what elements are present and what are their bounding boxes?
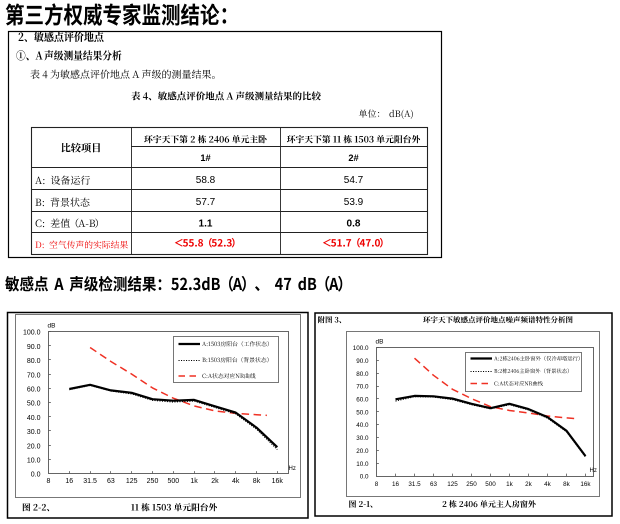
svg-text:90.0: 90.0	[27, 344, 41, 351]
svg-text:1.1: 1.1	[199, 219, 213, 230]
svg-text:100.0: 100.0	[353, 345, 369, 352]
svg-text:Hz: Hz	[590, 468, 597, 474]
svg-text:53.9: 53.9	[344, 197, 364, 208]
svg-text:57.7: 57.7	[196, 197, 216, 208]
svg-text:1k: 1k	[506, 481, 514, 488]
svg-text:8k: 8k	[563, 481, 571, 488]
svg-text:20.0: 20.0	[27, 443, 41, 450]
svg-text:40.0: 40.0	[27, 415, 41, 422]
svg-text:100.0: 100.0	[23, 330, 41, 337]
svg-text:31.5: 31.5	[408, 481, 421, 488]
svg-text:20.0: 20.0	[356, 448, 369, 455]
svg-text:dB: dB	[48, 322, 56, 329]
svg-text:250: 250	[147, 478, 159, 485]
svg-text:125: 125	[447, 481, 458, 488]
svg-text:4k: 4k	[232, 478, 240, 485]
svg-text:16k: 16k	[580, 481, 591, 488]
svg-text:50.0: 50.0	[27, 401, 41, 408]
svg-text:10.0: 10.0	[356, 461, 369, 468]
svg-text:0.0: 0.0	[31, 472, 41, 479]
svg-text:0.0: 0.0	[360, 474, 369, 481]
svg-text:8k: 8k	[253, 478, 261, 485]
svg-text:30.0: 30.0	[27, 429, 41, 436]
svg-text:31.5: 31.5	[83, 478, 97, 485]
svg-text:63: 63	[107, 478, 115, 485]
svg-text:4k: 4k	[544, 481, 552, 488]
svg-text:40.0: 40.0	[356, 422, 369, 429]
svg-text:54.7: 54.7	[344, 175, 364, 186]
svg-text:58.8: 58.8	[196, 175, 216, 186]
svg-text:250: 250	[466, 481, 477, 488]
svg-text:16k: 16k	[272, 478, 284, 485]
svg-text:16: 16	[392, 481, 400, 488]
svg-text:60.0: 60.0	[356, 397, 369, 404]
svg-text:63: 63	[430, 481, 438, 488]
svg-text:125: 125	[126, 478, 138, 485]
svg-text:2k: 2k	[211, 478, 219, 485]
svg-text:8: 8	[375, 481, 379, 488]
svg-text:0.8: 0.8	[347, 219, 361, 230]
svg-text:16: 16	[65, 478, 73, 485]
svg-text:Hz: Hz	[289, 466, 296, 472]
svg-text:30.0: 30.0	[356, 435, 369, 442]
svg-text:70.0: 70.0	[27, 372, 41, 379]
svg-text:1k: 1k	[190, 478, 198, 485]
svg-text:500: 500	[167, 478, 179, 485]
svg-text:2#: 2#	[348, 153, 359, 163]
svg-text:50.0: 50.0	[356, 409, 369, 416]
svg-text:500: 500	[485, 481, 496, 488]
svg-text:10.0: 10.0	[27, 458, 41, 465]
svg-text:8: 8	[47, 478, 51, 485]
svg-text:80.0: 80.0	[356, 371, 369, 378]
svg-text:1#: 1#	[200, 153, 211, 163]
svg-text:2k: 2k	[525, 481, 533, 488]
svg-text:60.0: 60.0	[27, 387, 41, 394]
svg-text:90.0: 90.0	[356, 358, 369, 365]
svg-text:70.0: 70.0	[356, 384, 369, 391]
svg-text:dB: dB	[376, 338, 384, 345]
svg-text:80.0: 80.0	[27, 358, 41, 365]
